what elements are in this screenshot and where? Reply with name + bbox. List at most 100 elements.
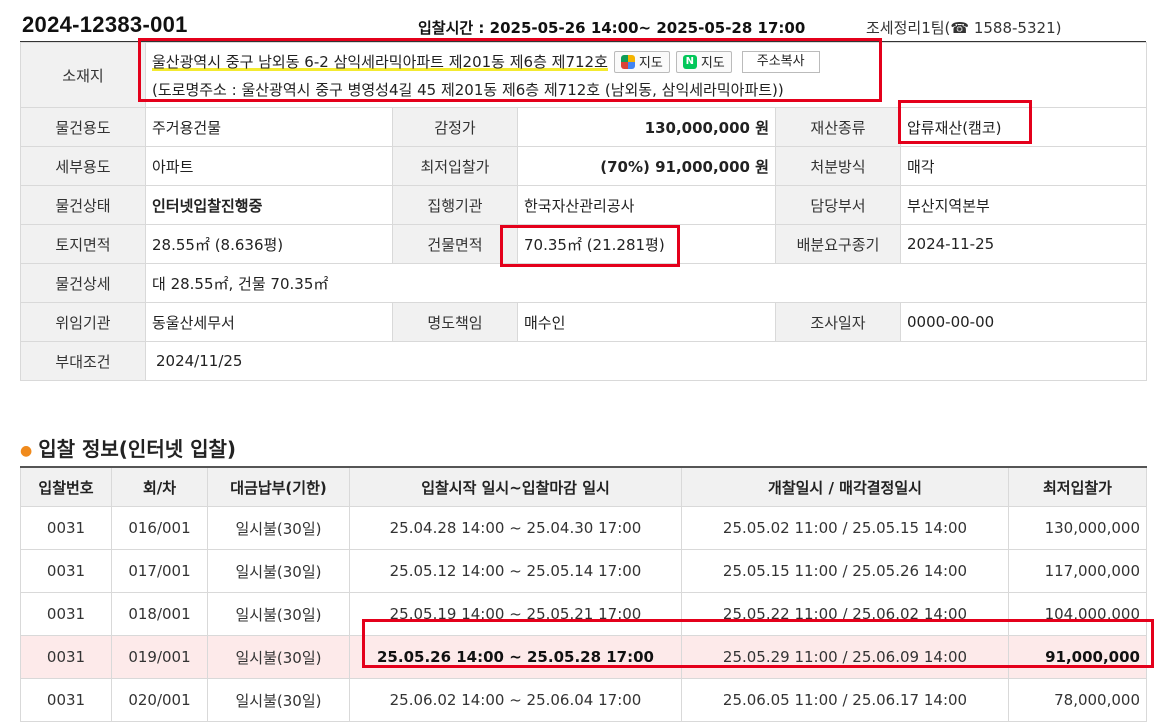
round: 016/001 xyxy=(111,506,208,550)
delegating-agency-label: 위임기관 xyxy=(20,302,146,342)
bid-number: 0031 xyxy=(20,678,112,722)
usage-label: 물건용도 xyxy=(20,107,146,147)
bid-period: 25.05.19 14:00 ~ 25.05.21 17:00 xyxy=(349,592,682,636)
opening-decision: 25.05.22 11:00 / 25.06.02 14:00 xyxy=(681,592,1009,636)
bid-period: 25.06.02 14:00 ~ 25.06.04 17:00 xyxy=(349,678,682,722)
daum-map-button[interactable]: 지도 xyxy=(613,50,670,73)
info-row: 물건상세 대 28.55㎡, 건물 70.35㎡ xyxy=(20,263,1148,303)
copy-address-button[interactable]: 주소복사 xyxy=(741,50,820,73)
payment-term: 일시불(30일) xyxy=(207,549,350,593)
land-area-value: 28.55㎡ (8.636평) xyxy=(145,224,393,264)
appraisal-label: 감정가 xyxy=(392,107,518,147)
property-detail-label: 물건상세 xyxy=(20,263,146,303)
table-row: 0031 017/001 일시불(30일) 25.05.12 14:00 ~ 2… xyxy=(20,549,1147,593)
detail-usage-value: 아파트 xyxy=(145,146,393,186)
bid-period: 25.04.28 14:00 ~ 25.04.30 17:00 xyxy=(349,506,682,550)
column-header: 대금납부(기한) xyxy=(207,466,350,507)
disposal-method-value: 매각 xyxy=(899,146,1148,186)
daum-map-icon xyxy=(620,54,635,69)
building-area-label: 건물면적 xyxy=(392,224,518,264)
info-row: 물건상태 인터넷입찰진행중 집행기관 한국자산관리공사 담당부서 부산지역본부 xyxy=(20,185,1148,225)
table-row: 0031 018/001 일시불(30일) 25.05.19 14:00 ~ 2… xyxy=(20,592,1147,636)
asset-type-value: 압류재산(캠코) xyxy=(899,107,1148,147)
team-contact: 조세정리1팀(☎ 1588-5321) xyxy=(866,19,1062,37)
distribution-deadline-label: 배분요구종기 xyxy=(775,224,901,264)
payment-term: 일시불(30일) xyxy=(207,635,350,679)
property-detail-value: 대 28.55㎡, 건물 70.35㎡ xyxy=(144,263,1148,303)
info-row: 부대조건 2024/11/25 xyxy=(20,341,1148,381)
survey-date-label: 조사일자 xyxy=(775,302,901,342)
survey-date-value: 0000-00-00 xyxy=(899,302,1148,342)
table-row: 0031 016/001 일시불(30일) 25.04.28 14:00 ~ 2… xyxy=(20,506,1147,550)
distribution-deadline-value: 2024-11-25 xyxy=(899,224,1148,264)
min-bid-price: 104,000,000 xyxy=(1008,592,1147,636)
column-header: 회/차 xyxy=(111,466,208,507)
round: 018/001 xyxy=(111,592,208,636)
table-row-current: 0031 019/001 일시불(30일) 25.05.26 14:00 ~ 2… xyxy=(20,635,1147,679)
round: 020/001 xyxy=(111,678,208,722)
conditions-value: 2024/11/25 xyxy=(144,341,1148,381)
usage-value: 주거용건물 xyxy=(145,107,393,147)
department-value: 부산지역본부 xyxy=(899,185,1148,225)
table-row: 0031 020/001 일시불(30일) 25.06.02 14:00 ~ 2… xyxy=(20,678,1147,722)
bid-period: 25.05.12 14:00 ~ 25.05.14 17:00 xyxy=(349,549,682,593)
naver-map-icon: N xyxy=(682,54,697,69)
disposal-method-label: 처분방식 xyxy=(775,146,901,186)
info-row: 위임기관 동울산세무서 명도책임 매수인 조사일자 0000-00-00 xyxy=(20,302,1148,342)
info-row: 토지면적 28.55㎡ (8.636평) 건물면적 70.35㎡ (21.281… xyxy=(20,224,1148,264)
detail-usage-label: 세부용도 xyxy=(20,146,146,186)
opening-decision: 25.05.15 11:00 / 25.05.26 14:00 xyxy=(681,549,1009,593)
status-label: 물건상태 xyxy=(20,185,146,225)
bid-info-table: 입찰번호 회/차 대금납부(기한) 입찰시작 일시~입찰마감 일시 개찰일시 /… xyxy=(20,466,1147,722)
bid-time: 입찰시간 : 2025-05-26 14:00~ 2025-05-28 17:0… xyxy=(418,19,806,37)
bid-number: 0031 xyxy=(20,549,112,593)
land-area-label: 토지면적 xyxy=(20,224,146,264)
bid-table-header: 입찰번호 회/차 대금납부(기한) 입찰시작 일시~입찰마감 일시 개찰일시 /… xyxy=(20,466,1147,507)
column-header: 입찰시작 일시~입찰마감 일시 xyxy=(349,466,682,507)
delegating-agency-value: 동울산세무서 xyxy=(145,302,393,342)
appraisal-value: 130,000,000 원 xyxy=(517,107,776,147)
status-value: 인터넷입찰진행중 xyxy=(145,185,393,225)
opening-decision: 25.05.02 11:00 / 25.05.15 14:00 xyxy=(681,506,1009,550)
address-text: 울산광역시 중구 남외동 6-2 삼익세라믹아파트 제201동 제6층 제712… xyxy=(152,53,608,71)
round: 017/001 xyxy=(111,549,208,593)
payment-term: 일시불(30일) xyxy=(207,506,350,550)
info-row: 세부용도 아파트 최저입찰가 (70%) 91,000,000 원 처분방식 매… xyxy=(20,146,1148,186)
min-bid-value: (70%) 91,000,000 원 xyxy=(517,146,776,186)
column-header: 입찰번호 xyxy=(20,466,112,507)
min-bid-label: 최저입찰가 xyxy=(392,146,518,186)
payment-term: 일시불(30일) xyxy=(207,678,350,722)
address-cell: 울산광역시 중구 남외동 6-2 삼익세라믹아파트 제201동 제6층 제712… xyxy=(144,42,1148,108)
bid-number: 0031 xyxy=(20,592,112,636)
info-row: 물건용도 주거용건물 감정가 130,000,000 원 재산종류 압류재산(캠… xyxy=(20,107,1148,147)
eviction-responsibility-label: 명도책임 xyxy=(392,302,518,342)
asset-type-label: 재산종류 xyxy=(775,107,901,147)
opening-decision: 25.05.29 11:00 / 25.06.09 14:00 xyxy=(681,635,1009,679)
property-info-table: 소재지 울산광역시 중구 남외동 6-2 삼익세라믹아파트 제201동 제6층 … xyxy=(20,42,1148,381)
bid-number: 0031 xyxy=(20,635,112,679)
road-address: (도로명주소 : 울산광역시 중구 병영성4길 45 제201동 제6층 제71… xyxy=(152,80,784,99)
opening-decision: 25.06.05 11:00 / 25.06.17 14:00 xyxy=(681,678,1009,722)
column-header: 개찰일시 / 매각결정일시 xyxy=(681,466,1009,507)
naver-map-button[interactable]: N 지도 xyxy=(675,50,732,73)
bid-period: 25.05.26 14:00 ~ 25.05.28 17:00 xyxy=(349,635,682,679)
min-bid-price: 78,000,000 xyxy=(1008,678,1147,722)
bid-section-title: ● 입찰 정보(인터넷 입찰) xyxy=(20,437,237,461)
conditions-label: 부대조건 xyxy=(20,341,146,381)
column-header: 최저입찰가 xyxy=(1008,466,1147,507)
round: 019/001 xyxy=(111,635,208,679)
address-label: 소재지 xyxy=(20,42,146,108)
payment-term: 일시불(30일) xyxy=(207,592,350,636)
bid-number: 0031 xyxy=(20,506,112,550)
building-area-value: 70.35㎡ (21.281평) xyxy=(517,224,776,264)
min-bid-price: 130,000,000 xyxy=(1008,506,1147,550)
min-bid-price: 117,000,000 xyxy=(1008,549,1147,593)
address-row: 소재지 울산광역시 중구 남외동 6-2 삼익세라믹아파트 제201동 제6층 … xyxy=(20,42,1148,108)
header-bar: 2024-12383-001 입찰시간 : 2025-05-26 14:00~ … xyxy=(0,0,1160,40)
executing-agency-value: 한국자산관리공사 xyxy=(517,185,776,225)
eviction-responsibility-value: 매수인 xyxy=(517,302,776,342)
case-number: 2024-12383-001 xyxy=(22,12,188,37)
executing-agency-label: 집행기관 xyxy=(392,185,518,225)
department-label: 담당부서 xyxy=(775,185,901,225)
bullet-icon: ● xyxy=(20,442,33,459)
